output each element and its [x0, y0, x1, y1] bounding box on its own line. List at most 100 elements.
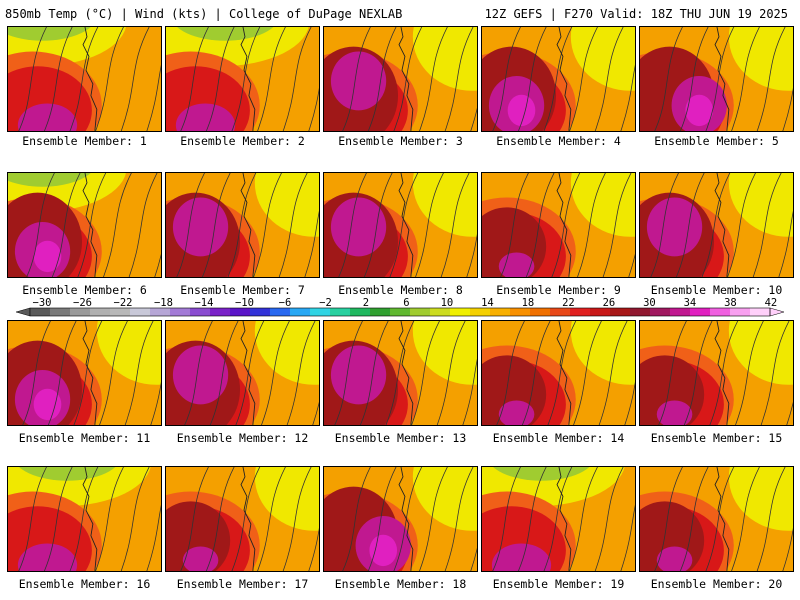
colorbar-tick-label: −18: [154, 297, 173, 309]
colorbar-tick-label: 34: [684, 297, 697, 309]
colorbar-segment: [310, 308, 331, 316]
ensemble-member-map-12: [165, 320, 320, 426]
colorbar-segment: [370, 308, 391, 316]
colorbar-tick-label: 2: [363, 297, 369, 309]
ensemble-member-map-15: [639, 320, 794, 426]
colorbar-segment: [550, 308, 571, 316]
colorbar-segment: [270, 308, 291, 316]
colorbar-tick-label: 10: [441, 297, 454, 309]
colorbar-segment: [230, 308, 251, 316]
colorbar-segment: [50, 308, 71, 316]
colorbar-segment: [190, 308, 211, 316]
header-right-title: 12Z GEFS | F270 Valid: 18Z THU JUN 19 20…: [484, 7, 788, 21]
ensemble-member-label: Ensemble Member: 4: [496, 134, 621, 148]
ensemble-member-map-10: [639, 172, 794, 278]
colorbar-tick-label: 26: [603, 297, 616, 309]
colorbar-segment: [330, 308, 351, 316]
colorbar-segment: [430, 308, 451, 316]
colorbar-tick-label: −2: [319, 297, 332, 309]
colorbar-tick-label: −22: [114, 297, 133, 309]
colorbar-segment: [410, 308, 431, 316]
colorbar-segment: [690, 308, 711, 316]
colorbar-tick-label: 42: [765, 297, 778, 309]
ensemble-member-label: Ensemble Member: 8: [338, 283, 463, 297]
colorbar-segment: [250, 308, 271, 316]
colorbar-tick-label: 22: [562, 297, 575, 309]
colorbar-segment: [450, 308, 471, 316]
ensemble-member-map-9: [481, 172, 636, 278]
colorbar-segment: [350, 308, 371, 316]
temperature-colorbar: −30 −26 −22 −18 −14 −10 −6 −2 2 6 10 14 18 22 26 30 34 38…: [8, 297, 792, 318]
ensemble-member-label: Ensemble Member: 13: [334, 431, 467, 445]
ensemble-member-label: Ensemble Member: 2: [180, 134, 305, 148]
ensemble-member-map-7: [165, 172, 320, 278]
header-left-title: 850mb Temp (°C) | Wind (kts) | College o…: [5, 7, 403, 21]
colorbar-segment: [670, 308, 691, 316]
colorbar-tick-label: −10: [235, 297, 254, 309]
ensemble-member-label: Ensemble Member: 3: [338, 134, 463, 148]
colorbar-segment: [90, 308, 111, 316]
colorbar-segment: [650, 308, 671, 316]
colorbar-segment: [470, 308, 491, 316]
colorbar-tick-label: −30: [33, 297, 52, 309]
colorbar-segment: [210, 308, 231, 316]
colorbar-tick-label: −26: [73, 297, 92, 309]
colorbar-segment: [70, 308, 91, 316]
colorbar-tick-label: 6: [403, 297, 409, 309]
ensemble-member-label: Ensemble Member: 7: [180, 283, 305, 297]
ensemble-member-map-16: [7, 466, 162, 572]
colorbar-segment: [130, 308, 151, 316]
ensemble-member-map-14: [481, 320, 636, 426]
colorbar-segment: [730, 308, 751, 316]
colorbar-segment: [570, 308, 591, 316]
ensemble-member-label: Ensemble Member: 6: [22, 283, 147, 297]
ensemble-member-label: Ensemble Member: 19: [492, 577, 625, 591]
colorbar-segment: [30, 308, 51, 316]
colorbar-right-arrow: [769, 307, 785, 317]
colorbar-segment: [290, 308, 311, 316]
ensemble-member-label: Ensemble Member: 1: [22, 134, 147, 148]
ensemble-member-label: Ensemble Member: 9: [496, 283, 621, 297]
ensemble-member-map-3: [323, 26, 478, 132]
colorbar-segment: [750, 308, 771, 316]
ensemble-member-label: Ensemble Member: 12: [176, 431, 309, 445]
ensemble-member-label: Ensemble Member: 5: [654, 134, 779, 148]
ensemble-member-label: Ensemble Member: 10: [650, 283, 783, 297]
ensemble-member-map-6: [7, 172, 162, 278]
ensemble-member-label: Ensemble Member: 16: [18, 577, 151, 591]
colorbar-tick-label: 38: [724, 297, 737, 309]
ensemble-member-label: Ensemble Member: 18: [334, 577, 467, 591]
ensemble-member-map-19: [481, 466, 636, 572]
ensemble-member-label: Ensemble Member: 20: [650, 577, 783, 591]
ensemble-member-map-5: [639, 26, 794, 132]
ensemble-member-map-2: [165, 26, 320, 132]
colorbar-segment: [150, 308, 171, 316]
ensemble-member-map-18: [323, 466, 478, 572]
ensemble-member-label: Ensemble Member: 15: [650, 431, 783, 445]
colorbar-segment: [590, 308, 611, 316]
colorbar-segment: [390, 308, 411, 316]
ensemble-member-label: Ensemble Member: 14: [492, 431, 625, 445]
ensemble-member-map-4: [481, 26, 636, 132]
colorbar-segment: [710, 308, 731, 316]
colorbar-tick-label: 18: [522, 297, 535, 309]
colorbar-segment: [630, 308, 651, 316]
colorbar-left-arrow: [15, 307, 31, 317]
ensemble-member-map-11: [7, 320, 162, 426]
ensemble-member-map-8: [323, 172, 478, 278]
colorbar-segment: [530, 308, 551, 316]
colorbar-segment: [170, 308, 191, 316]
colorbar-tick-label: 30: [643, 297, 656, 309]
colorbar-tick-label: 14: [481, 297, 494, 309]
colorbar-tick-label: −14: [194, 297, 213, 309]
ensemble-member-label: Ensemble Member: 17: [176, 577, 309, 591]
ensemble-member-map-20: [639, 466, 794, 572]
colorbar-segment: [490, 308, 511, 316]
ensemble-member-label: Ensemble Member: 11: [18, 431, 151, 445]
colorbar-tick-label: −6: [279, 297, 292, 309]
colorbar-segment: [510, 308, 531, 316]
ensemble-member-map-13: [323, 320, 478, 426]
colorbar-segment: [110, 308, 131, 316]
ensemble-member-map-1: [7, 26, 162, 132]
colorbar-segment: [610, 308, 631, 316]
